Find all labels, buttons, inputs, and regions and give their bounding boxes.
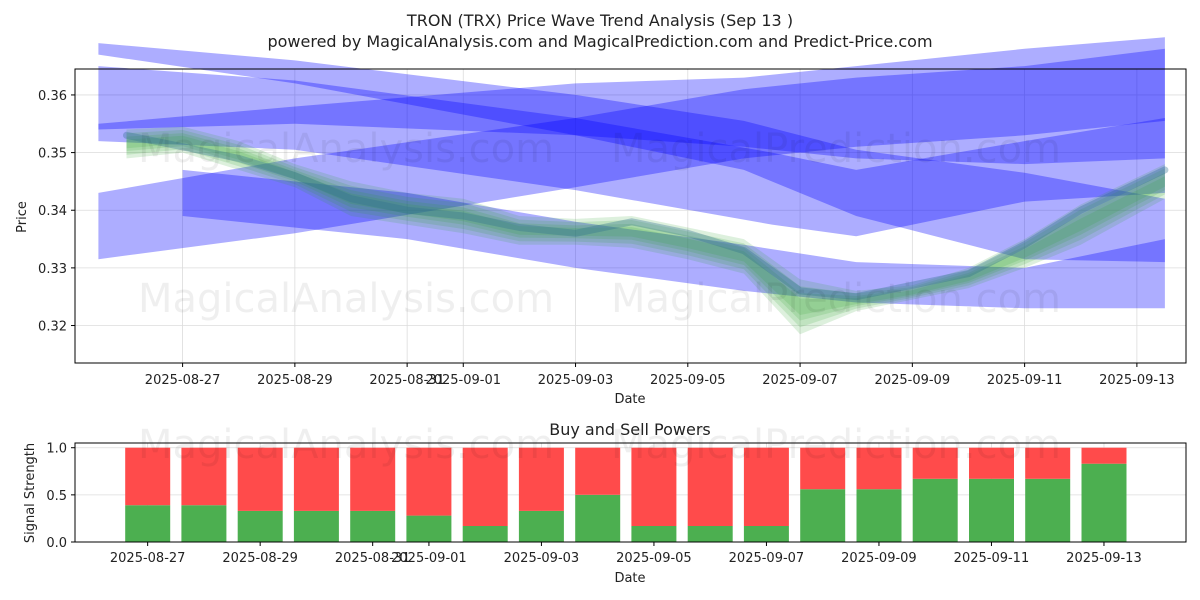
- power-y-tick-label: 1.0: [46, 442, 67, 457]
- sell-power-bar: [687, 447, 733, 526]
- sell-power-bar: [1025, 447, 1071, 479]
- blue-wave-band-0: [98, 66, 1165, 237]
- buy-power-bar: [462, 526, 508, 542]
- watermark-analysis-top: MagicalAnalysis.com: [138, 126, 554, 172]
- power-x-tick-label: 2025-08-31: [335, 551, 411, 566]
- power-y-tick-label: 0.0: [46, 536, 67, 551]
- power-x-tick-label: 2025-09-03: [504, 551, 580, 566]
- blue-wave-band-2: [98, 43, 1165, 263]
- sell-power-bar: [856, 447, 902, 490]
- power-x-tick-label: 2025-09-01: [391, 551, 467, 566]
- buy-power-bar: [518, 510, 564, 542]
- sell-power-bar: [1081, 447, 1127, 464]
- power-x-tick-label: 2025-09-07: [729, 551, 805, 566]
- power-x-tick-label: 2025-09-13: [1066, 551, 1142, 566]
- power-y-axis-label: Signal Strength: [23, 443, 38, 543]
- price-y-tick-label: 0.34: [38, 204, 67, 219]
- sell-power-bar: [462, 447, 508, 526]
- chart-subtitle: powered by MagicalAnalysis.com and Magic…: [267, 32, 932, 51]
- price-axes: 2025-08-27 2025-08-29 2025-08-312025-09-01…: [38, 89, 1175, 388]
- price-y-tick-label: 0.32: [38, 320, 67, 335]
- price-watermarks: MagicalAnalysis.com MagicalPrediction.co…: [138, 126, 1061, 322]
- power-y-tick-label: 0.5: [46, 489, 67, 504]
- price-plot-frame: [74, 68, 1187, 364]
- power-x-axis-label: Date: [614, 571, 645, 586]
- sell-power-bar: [912, 447, 958, 479]
- sell-power-bar: [350, 447, 396, 511]
- power-bars: [125, 447, 1127, 542]
- sell-power-bar: [743, 447, 789, 526]
- sell-power-bar: [125, 447, 171, 506]
- buy-power-bar: [631, 526, 677, 542]
- sell-power-bar: [969, 447, 1014, 479]
- price-x-tick-label: 2025-09-03: [538, 373, 614, 388]
- blue-wave-band-4: [182, 169, 1165, 309]
- price-wave-path: [123, 131, 1169, 301]
- green-price-band-1: [126, 129, 1165, 328]
- price-y-tick-label: 0.35: [38, 147, 67, 162]
- price-x-tick-label: 2025-08-27: [145, 373, 221, 388]
- power-x-tick-label: 2025-08-29: [222, 551, 298, 566]
- price-x-tick-label: 2025-09-07: [762, 373, 838, 388]
- watermark-prediction-mid: MagicalPrediction.com: [611, 276, 1061, 322]
- price-y-tick-label: 0.36: [38, 89, 67, 104]
- green-price-band-3: [126, 135, 1165, 315]
- price-x-tick-label: 2025-09-11: [987, 373, 1063, 388]
- power-x-tick-label: 2025-09-09: [841, 551, 917, 566]
- sell-power-bar: [181, 447, 227, 506]
- price-x-tick-label: 2025-09-13: [1099, 373, 1175, 388]
- sell-power-bar: [293, 447, 339, 511]
- buy-power-bar: [743, 526, 789, 542]
- buy-power-bar: [856, 489, 902, 542]
- price-x-tick-label: 2025-08-29: [257, 373, 333, 388]
- power-chart-title: Buy and Sell Powers: [549, 420, 711, 439]
- buy-power-bar: [800, 489, 846, 542]
- buy-power-bar: [125, 505, 171, 542]
- buy-power-bar: [406, 515, 452, 542]
- buy-power-bar: [181, 505, 227, 542]
- buy-power-bar: [237, 510, 283, 542]
- green-price-band-2: [126, 133, 1165, 321]
- power-watermarks: MagicalAnalysis.com MagicalPrediction.co…: [138, 422, 1061, 468]
- power-x-tick-label: 2025-09-11: [954, 551, 1030, 566]
- price-x-axis-label: Date: [614, 392, 645, 407]
- sell-power-bar: [631, 447, 677, 526]
- watermark-prediction-top: MagicalPrediction.com: [611, 126, 1061, 172]
- buy-power-bar: [1025, 478, 1071, 542]
- sell-power-bar: [406, 447, 452, 516]
- price-y-axis-label: Price: [15, 201, 30, 233]
- sell-power-bar: [575, 447, 621, 495]
- green-price-bands: [126, 126, 1165, 335]
- power-x-tick-label: 2025-08-27: [110, 551, 186, 566]
- buy-power-bar: [1081, 463, 1127, 542]
- price-grid: [75, 69, 1186, 363]
- blue-wave-band-3: [98, 48, 1165, 260]
- price-y-tick-label: 0.33: [38, 262, 67, 277]
- chart-title: TRON (TRX) Price Wave Trend Analysis (Se…: [406, 11, 793, 30]
- sell-power-bar: [800, 447, 846, 490]
- buy-power-bar: [350, 510, 396, 542]
- price-x-tick-label: 2025-08-31: [369, 373, 445, 388]
- price-x-tick-label: 2025-09-09: [875, 373, 951, 388]
- buy-power-bar: [293, 510, 339, 542]
- sell-power-bar: [237, 447, 283, 511]
- watermark-analysis-bottom: MagicalAnalysis.com: [138, 422, 554, 468]
- price-x-tick-label: 2025-09-01: [425, 373, 501, 388]
- green-price-band-0: [126, 126, 1165, 335]
- watermark-prediction-bottom: MagicalPrediction.com: [611, 422, 1061, 468]
- buy-power-bar: [687, 526, 733, 542]
- watermark-analysis-mid: MagicalAnalysis.com: [138, 276, 554, 322]
- price-x-tick-label: 2025-09-05: [650, 373, 726, 388]
- buy-power-bar: [912, 478, 958, 542]
- sell-power-bar: [518, 447, 564, 511]
- power-plot-frame: [74, 442, 1187, 543]
- buy-power-bar: [969, 478, 1014, 542]
- buy-power-bar: [575, 494, 621, 542]
- price-wave-line: [123, 131, 1169, 301]
- power-x-tick-label: 2025-09-05: [616, 551, 692, 566]
